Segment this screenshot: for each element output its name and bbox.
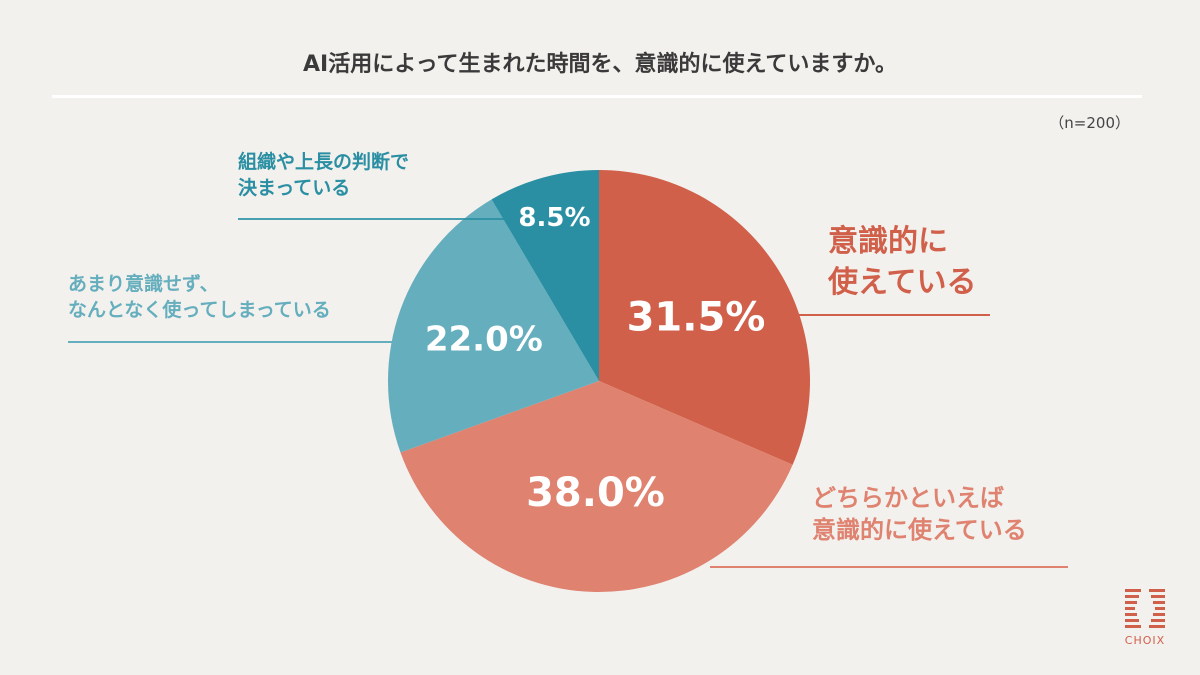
chart-title: AI活用によって生まれた時間を、意識的に使えていますか。 bbox=[303, 52, 897, 77]
choix-logo: CHOIX bbox=[1113, 588, 1177, 647]
slice-label-line: 決まっている bbox=[238, 176, 351, 199]
logo-mark-icon bbox=[1125, 589, 1165, 628]
slice-label-line: 使えている bbox=[828, 264, 977, 300]
slice-label-line: なんとなく使ってしまっている bbox=[68, 298, 331, 321]
slice-label-2: あまり意識せず、 なんとなく使ってしまっている bbox=[68, 272, 331, 323]
slice-value-label: 22.0% bbox=[425, 320, 543, 360]
slice-label-3: 組織や上長の判断で 決まっている bbox=[238, 150, 409, 201]
leader-line-0 bbox=[795, 314, 990, 316]
slice-label-line: どちらかといえば bbox=[812, 484, 1004, 512]
slice-value-label: 38.0% bbox=[526, 470, 665, 516]
slice-label-0: 意識的に 使えている bbox=[828, 222, 977, 303]
slice-value-label: 8.5% bbox=[518, 203, 590, 233]
leader-line-2 bbox=[68, 341, 394, 343]
leader-line-3 bbox=[238, 218, 508, 220]
slice-label-line: 意識的に使えている bbox=[812, 516, 1027, 545]
slice-value-label: 31.5% bbox=[627, 294, 766, 340]
slice-label-line: 意識的に bbox=[828, 224, 948, 259]
pie-slice bbox=[388, 199, 599, 453]
slice-label-line: 組織や上長の判断で bbox=[238, 151, 410, 173]
pie-slice bbox=[599, 170, 811, 465]
slice-label-1: どちらかといえば 意識的に使えている bbox=[812, 482, 1027, 547]
pie-slice bbox=[491, 170, 599, 381]
sample-size: （n=200） bbox=[1049, 114, 1130, 132]
pie-slice bbox=[400, 381, 793, 593]
logo-text: CHOIX bbox=[1124, 634, 1166, 647]
title-divider bbox=[52, 95, 1142, 98]
leader-line-1 bbox=[710, 566, 1068, 568]
slice-label-line: あまり意識せず、 bbox=[68, 273, 219, 295]
